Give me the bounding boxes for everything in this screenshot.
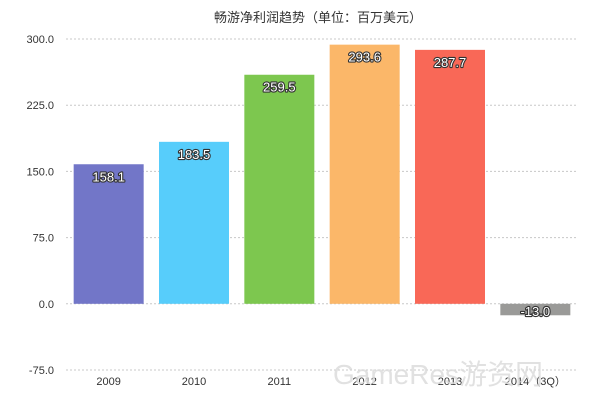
- data-label: 183.5: [178, 147, 211, 162]
- x-tick-label: 2014（3Q）: [505, 375, 566, 388]
- watermark-logo: GameRes游资网: [333, 359, 543, 390]
- y-tick-label: 150.0: [26, 166, 54, 178]
- bar: [415, 49, 485, 304]
- bar: [500, 303, 571, 316]
- x-tick-label: 2013: [438, 376, 462, 388]
- gridlines: [66, 38, 578, 371]
- bar: [159, 141, 229, 304]
- bars: 158.1 183.5 259.5 293.6 287.7 -13.0: [73, 44, 571, 320]
- y-tick-label: 225.0: [26, 100, 54, 112]
- y-tick-label: 300.0: [26, 34, 54, 46]
- data-label: 158.1: [92, 169, 125, 184]
- y-axis-ticks: 300.0 225.0 150.0 75.0 0.0 -75.0: [26, 34, 54, 377]
- x-tick-label: 2011: [268, 376, 292, 388]
- y-tick-label: -75.0: [29, 365, 54, 377]
- bar: [73, 164, 144, 304]
- x-tick-label: 2012: [352, 376, 376, 388]
- bar: [329, 44, 400, 304]
- y-tick-label: 0.0: [39, 299, 54, 311]
- data-label: 293.6: [348, 50, 381, 65]
- x-axis-ticks: 2009 2010 2011 2012 2013 2014（3Q）: [96, 375, 565, 388]
- data-label: 259.5: [263, 80, 296, 95]
- bar: [244, 74, 315, 304]
- y-tick-label: 75.0: [33, 233, 54, 245]
- x-tick-label: 2010: [182, 376, 206, 388]
- x-tick-label: 2009: [96, 376, 120, 388]
- data-label: 287.7: [434, 55, 467, 70]
- data-label: -13.0: [521, 304, 551, 319]
- chart-title: 畅游净利润趋势（单位：百万美元）: [214, 10, 422, 26]
